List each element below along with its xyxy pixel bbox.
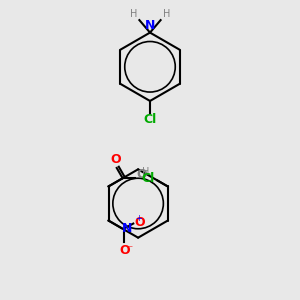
Text: H: H bbox=[130, 9, 137, 19]
Text: H: H bbox=[163, 9, 170, 19]
Text: N: N bbox=[145, 19, 155, 32]
Text: Cl: Cl bbox=[142, 172, 155, 185]
Text: H: H bbox=[142, 167, 149, 177]
Text: O: O bbox=[119, 244, 130, 257]
Text: N: N bbox=[122, 222, 133, 235]
Text: +: + bbox=[135, 214, 142, 223]
Text: ⁻: ⁻ bbox=[127, 244, 132, 254]
Text: Cl: Cl bbox=[143, 113, 157, 126]
Text: O: O bbox=[110, 154, 121, 166]
Text: O: O bbox=[136, 168, 147, 181]
Text: O: O bbox=[135, 216, 146, 229]
